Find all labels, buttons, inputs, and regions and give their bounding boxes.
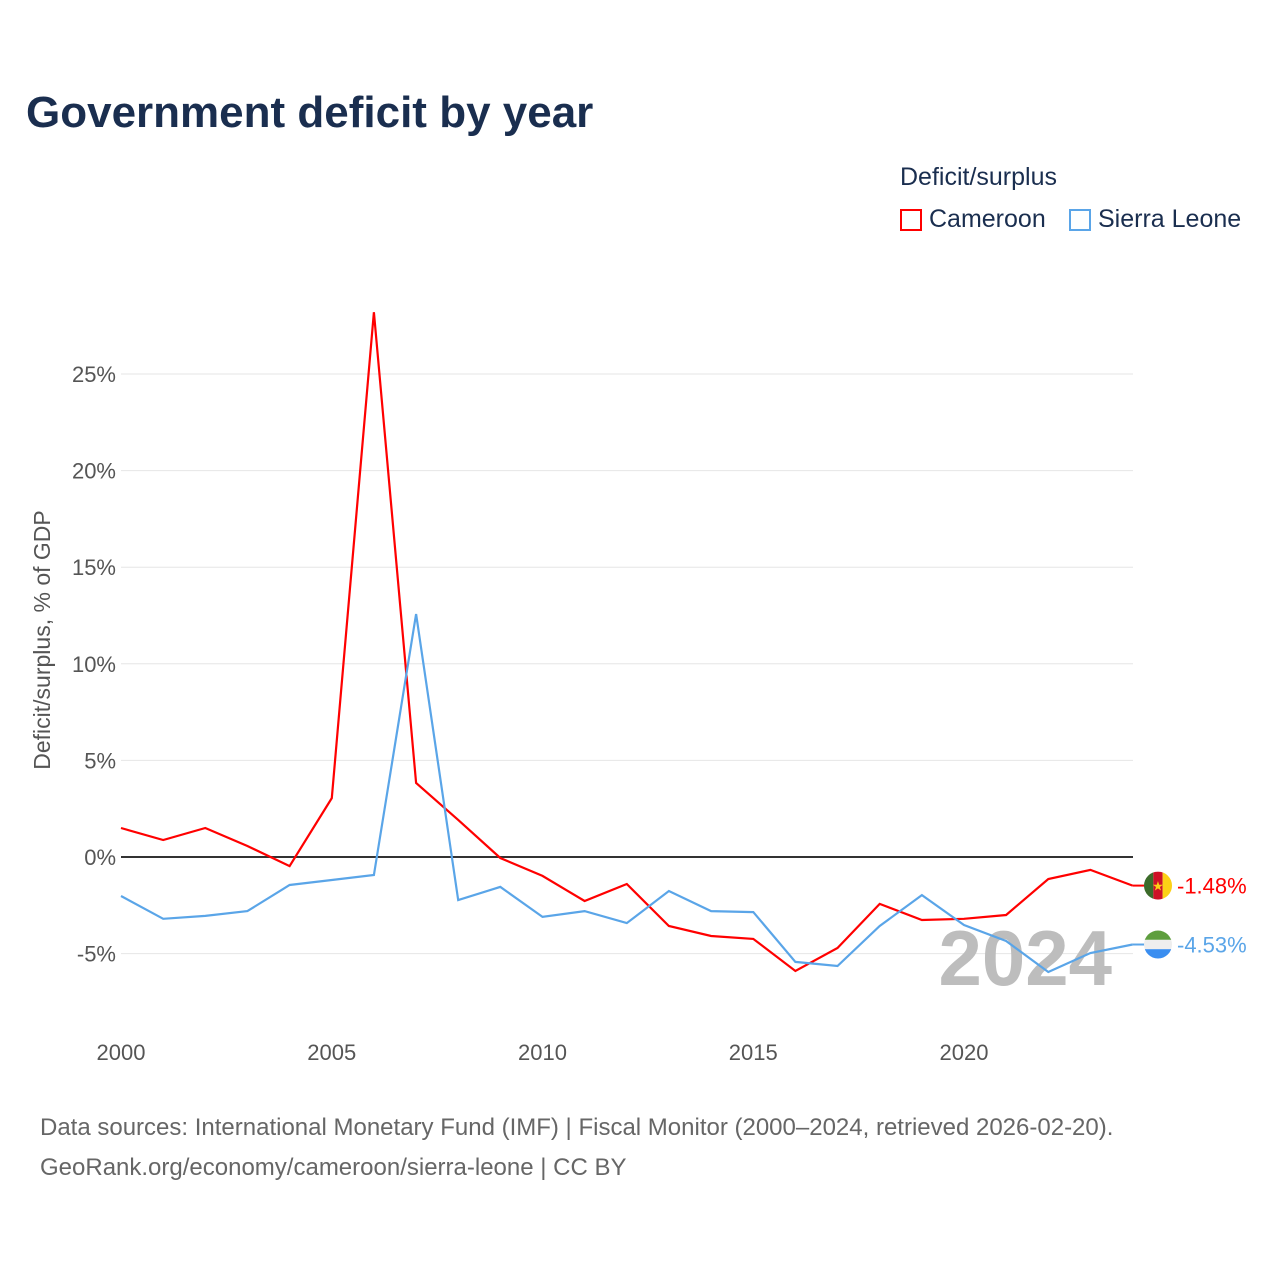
y-tick-label: -5% (77, 942, 116, 967)
end-value-label: -4.53% (1177, 933, 1247, 958)
y-tick-label: 5% (84, 748, 116, 773)
series-line-sierra-leone (120, 613, 1133, 974)
flag-stripe (1162, 871, 1172, 900)
y-tick-label: 0% (84, 845, 116, 870)
flag-stripe (1153, 871, 1163, 900)
series-line-cameroon (120, 312, 1133, 973)
flag-stripe (1144, 949, 1172, 959)
chart-title: Government deficit by year (26, 88, 594, 137)
year-watermark: 2024 (938, 914, 1112, 1002)
cameroon-flag-icon: ★ (1144, 871, 1172, 900)
sierra-leone-flag-icon (1144, 930, 1172, 959)
flag-stripe (1144, 939, 1172, 950)
y-tick-label: 15% (72, 555, 116, 580)
legend-item-cameroon[interactable]: Cameroon (900, 205, 1046, 234)
line-chart: -5% 0% 5% 10% 15% 20% 25% 2000 2005 2010 2015 2020 D… (29, 312, 1247, 1065)
legend-swatch-cameroon (900, 208, 922, 231)
flag-star: ★ (1152, 879, 1164, 894)
x-tick-label: 2020 (940, 1040, 989, 1065)
source-note: Data sources: International Monetary Fun… (40, 1114, 1114, 1141)
flag-stripe (1144, 930, 1172, 940)
legend-label: Sierra Leone (1098, 205, 1242, 233)
x-tick-label: 2005 (307, 1040, 356, 1065)
legend-label: Cameroon (929, 205, 1046, 233)
footer: Data sources: International Monetary Fun… (40, 1108, 1113, 1188)
flag-stripe (1144, 871, 1154, 900)
legend-swatch-sierra-leone (1069, 208, 1091, 231)
x-tick-label: 2000 (97, 1040, 146, 1065)
y-tick-label: 10% (72, 652, 116, 677)
legend-item-sierra-leone[interactable]: Sierra Leone (1069, 205, 1241, 234)
end-value-label: -1.48% (1177, 874, 1247, 899)
x-tick-label: 2010 (518, 1040, 567, 1065)
y-axis-label: Deficit/surplus, % of GDP (29, 510, 55, 769)
y-tick-label: 25% (72, 362, 116, 387)
y-tick-label: 20% (72, 459, 116, 484)
legend-title: Deficit/surplus (900, 163, 1057, 191)
x-tick-label: 2015 (729, 1040, 778, 1065)
attribution: GeoRank.org/economy/cameroon/sierra-leon… (40, 1154, 627, 1181)
